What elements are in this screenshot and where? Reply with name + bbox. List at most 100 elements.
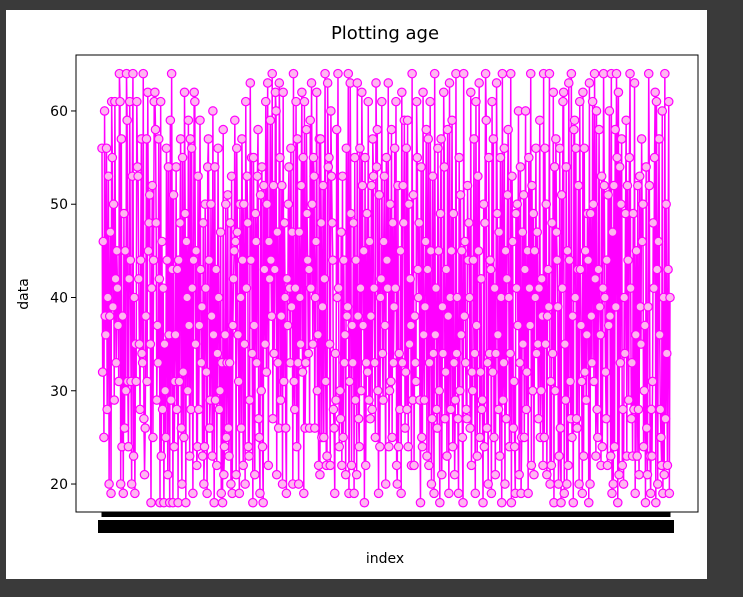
data-point [617, 460, 628, 471]
data-point [171, 162, 181, 172]
data-point [212, 348, 223, 359]
data-point [145, 339, 156, 349]
data-point [404, 199, 414, 210]
data-point [651, 497, 661, 508]
data-point [377, 348, 388, 359]
data-point [343, 68, 354, 79]
data-point [111, 357, 121, 368]
data-point [298, 152, 308, 163]
data-point [533, 413, 544, 424]
data-point [598, 283, 608, 293]
data-point [639, 385, 650, 396]
data-point [175, 218, 185, 228]
data-point [460, 357, 471, 368]
data-point [407, 68, 417, 79]
data-point [356, 385, 366, 396]
data-point [294, 227, 305, 237]
data-point [231, 469, 241, 480]
data-point [487, 96, 497, 107]
data-point [369, 357, 380, 368]
data-point [459, 311, 470, 321]
data-point [199, 441, 210, 452]
data-point [534, 283, 544, 293]
data-point [589, 68, 600, 79]
data-point [572, 423, 582, 433]
data-point [350, 395, 361, 405]
data-point [558, 96, 568, 107]
data-point [511, 283, 522, 293]
data-point [366, 180, 377, 191]
data-point [519, 432, 530, 443]
data-point [540, 143, 550, 154]
data-point [175, 134, 186, 144]
data-point [144, 190, 155, 200]
data-point [265, 115, 276, 126]
data-point [240, 479, 250, 489]
data-point [449, 469, 460, 480]
data-point [414, 218, 424, 228]
data-point [497, 68, 508, 79]
data-point [580, 367, 590, 377]
data-point [581, 395, 591, 405]
data-point [638, 441, 649, 452]
data-point [494, 451, 505, 461]
data-point [215, 227, 226, 237]
data-point [297, 367, 308, 377]
data-point [248, 497, 258, 508]
data-point [481, 115, 492, 126]
data-point [99, 432, 109, 443]
data-point [437, 302, 448, 312]
data-point [524, 283, 535, 293]
data-point [216, 488, 227, 499]
data-point [440, 367, 451, 377]
data-point [289, 404, 300, 415]
data-point [663, 96, 674, 107]
data-point [347, 320, 357, 331]
data-point [626, 413, 637, 424]
data-point [469, 348, 480, 359]
data-point [585, 479, 595, 489]
data-point [328, 255, 338, 265]
data-point [495, 152, 506, 163]
data-point [220, 329, 230, 340]
data-point [189, 87, 199, 98]
data-point [213, 143, 223, 154]
data-point [411, 96, 422, 107]
data-point [389, 143, 400, 154]
data-point [302, 255, 313, 265]
data-point [566, 68, 577, 79]
data-point [142, 376, 152, 387]
data-point [276, 311, 287, 321]
data-point [438, 87, 449, 98]
data-point [589, 376, 599, 387]
data-point [171, 404, 182, 415]
data-point [318, 180, 328, 191]
data-point [315, 469, 325, 480]
data-point [380, 320, 390, 331]
data-point [387, 432, 397, 443]
data-point [328, 404, 339, 415]
data-point [309, 171, 319, 182]
data-point [609, 441, 620, 452]
data-point [442, 451, 452, 461]
data-point [201, 367, 212, 377]
data-point [625, 68, 635, 79]
data-point [443, 311, 454, 321]
data-point [228, 320, 238, 331]
data-point [132, 96, 142, 107]
data-point [230, 115, 240, 126]
data-point [269, 348, 279, 359]
data-point [384, 441, 394, 452]
data-point [636, 134, 647, 144]
data-point [179, 87, 190, 98]
data-point [420, 236, 431, 247]
data-point [416, 432, 427, 443]
data-point [306, 283, 316, 293]
data-point [513, 320, 523, 331]
data-point [101, 143, 112, 154]
data-point [195, 115, 205, 126]
data-point [498, 395, 508, 405]
data-point [531, 348, 542, 359]
data-point [454, 152, 464, 163]
data-point [550, 385, 561, 396]
